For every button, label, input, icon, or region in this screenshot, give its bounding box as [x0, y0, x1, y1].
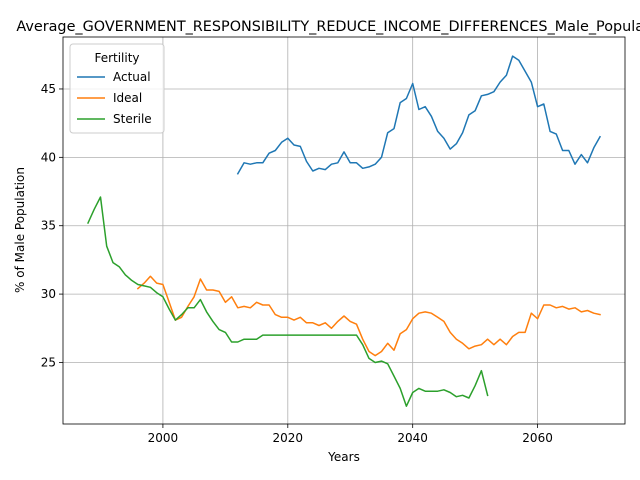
chart-title: Average_GOVERNMENT_RESPONSIBILITY_REDUCE…	[16, 19, 640, 35]
y-tick-label: 45	[41, 82, 56, 96]
legend: Fertility Actual Ideal Sterile	[69, 43, 165, 134]
legend-label-ideal: Ideal	[113, 91, 142, 105]
plot-frame	[62, 36, 626, 425]
series-line-sterile	[87, 196, 489, 407]
x-tick-label: 2000	[148, 431, 179, 445]
x-axis: 2000 2020 2040 2060	[148, 424, 553, 445]
y-axis-label: % of Male Population	[13, 167, 27, 293]
y-tick-label: 35	[41, 219, 56, 233]
legend-box	[69, 43, 165, 134]
legend-entries: Actual Ideal Sterile	[77, 70, 152, 126]
y-tick-label: 40	[41, 150, 56, 164]
legend-label-actual: Actual	[113, 70, 151, 84]
x-tick-label: 2040	[397, 431, 428, 445]
legend-label-sterile: Sterile	[113, 112, 152, 126]
series-line-actual	[236, 55, 602, 175]
series-layer	[87, 55, 602, 407]
series-line-ideal	[136, 275, 601, 357]
x-axis-label: Years	[327, 450, 360, 464]
y-tick-label: 30	[41, 287, 56, 301]
x-tick-label: 2060	[522, 431, 553, 445]
legend-title: Fertility	[94, 51, 139, 65]
y-tick-label: 25	[41, 355, 56, 369]
x-tick-label: 2020	[273, 431, 304, 445]
y-axis: 25 30 35 40 45	[41, 82, 63, 369]
